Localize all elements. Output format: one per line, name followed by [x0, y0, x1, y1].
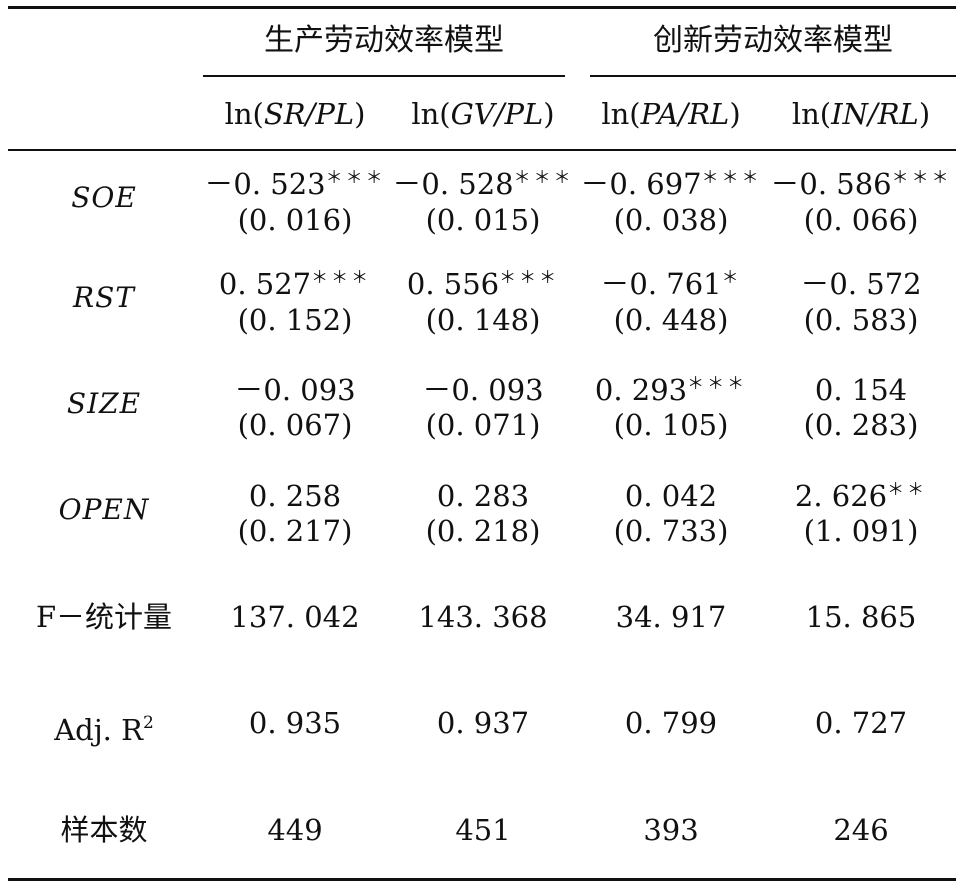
se-size-4: (0. 283) [803, 408, 919, 442]
row-label-f-stat: F－统计量 [35, 600, 173, 634]
se-rst-1: (0. 152) [237, 303, 353, 337]
row-label-soe: SOE [71, 181, 137, 214]
coef-open-2: 0. 283 [436, 479, 530, 513]
row-label-adj-r2: Adj. R2 [54, 713, 154, 747]
bottom-rule [8, 878, 956, 881]
se-size-2: (0. 071) [425, 408, 541, 442]
adj-r2-4: 0. 727 [814, 706, 908, 740]
se-soe-1: (0. 016) [237, 203, 353, 237]
row-label-open: OPEN [58, 493, 150, 526]
coef-size-2: －0. 093 [422, 373, 544, 407]
se-open-3: (0. 733) [613, 514, 729, 548]
coef-rst-1: 0. 527＊＊＊ [218, 267, 372, 301]
row-label-rst: RST [73, 281, 135, 314]
adj-r2-3: 0. 799 [624, 706, 718, 740]
header-rule [8, 149, 956, 151]
group-header-production: 生产劳动效率模型 [264, 23, 504, 58]
f-stat-2: 143. 368 [418, 600, 548, 634]
coef-soe-3: －0. 697＊＊＊ [580, 167, 762, 201]
se-rst-3: (0. 448) [613, 303, 729, 337]
se-size-1: (0. 067) [237, 408, 353, 442]
column-header-pa-rl: ln(PA/RL) [601, 97, 741, 131]
sample-size-4: 246 [833, 813, 889, 847]
top-rule [8, 6, 956, 9]
se-open-4: (1. 091) [803, 514, 919, 548]
se-soe-2: (0. 015) [425, 203, 541, 237]
coef-open-3: 0. 042 [624, 479, 718, 513]
coef-soe-4: －0. 586＊＊＊ [770, 167, 952, 201]
group-header-innovation: 创新劳动效率模型 [653, 23, 893, 58]
f-stat-1: 137. 042 [230, 600, 360, 634]
sample-size-2: 451 [455, 813, 511, 847]
column-header-gv-pl: ln(GV/PL) [411, 97, 555, 131]
coef-size-3: 0. 293＊＊＊ [594, 373, 748, 407]
se-rst-4: (0. 583) [803, 303, 919, 337]
coef-rst-4: －0. 572 [800, 267, 922, 301]
column-header-in-rl: ln(IN/RL) [791, 97, 931, 131]
f-stat-3: 34. 917 [615, 600, 727, 634]
se-soe-3: (0. 038) [613, 203, 729, 237]
row-label-sample-size: 样本数 [60, 813, 148, 847]
sample-size-3: 393 [643, 813, 699, 847]
f-stat-4: 15. 865 [805, 600, 917, 634]
se-rst-2: (0. 148) [425, 303, 541, 337]
se-soe-4: (0. 066) [803, 203, 919, 237]
se-open-2: (0. 218) [425, 514, 541, 548]
sample-size-1: 449 [267, 813, 323, 847]
coef-open-4: 2. 626＊＊ [794, 479, 928, 513]
coef-rst-2: 0. 556＊＊＊ [406, 267, 560, 301]
coef-rst-3: －0. 761＊ [600, 267, 742, 301]
coef-size-1: －0. 093 [234, 373, 356, 407]
coef-soe-1: －0. 523＊＊＊ [204, 167, 386, 201]
adj-r2-1: 0. 935 [248, 706, 342, 740]
adj-r2-2: 0. 937 [436, 706, 530, 740]
se-size-3: (0. 105) [613, 408, 729, 442]
se-open-1: (0. 217) [237, 514, 353, 548]
group-rule-innovation [590, 75, 956, 77]
coef-soe-2: －0. 528＊＊＊ [392, 167, 574, 201]
coef-open-1: 0. 258 [248, 479, 342, 513]
coef-size-4: 0. 154 [814, 373, 908, 407]
row-label-size: SIZE [66, 387, 142, 420]
group-rule-production [203, 75, 565, 77]
column-header-sr-pl: ln(SR/PL) [224, 97, 366, 131]
